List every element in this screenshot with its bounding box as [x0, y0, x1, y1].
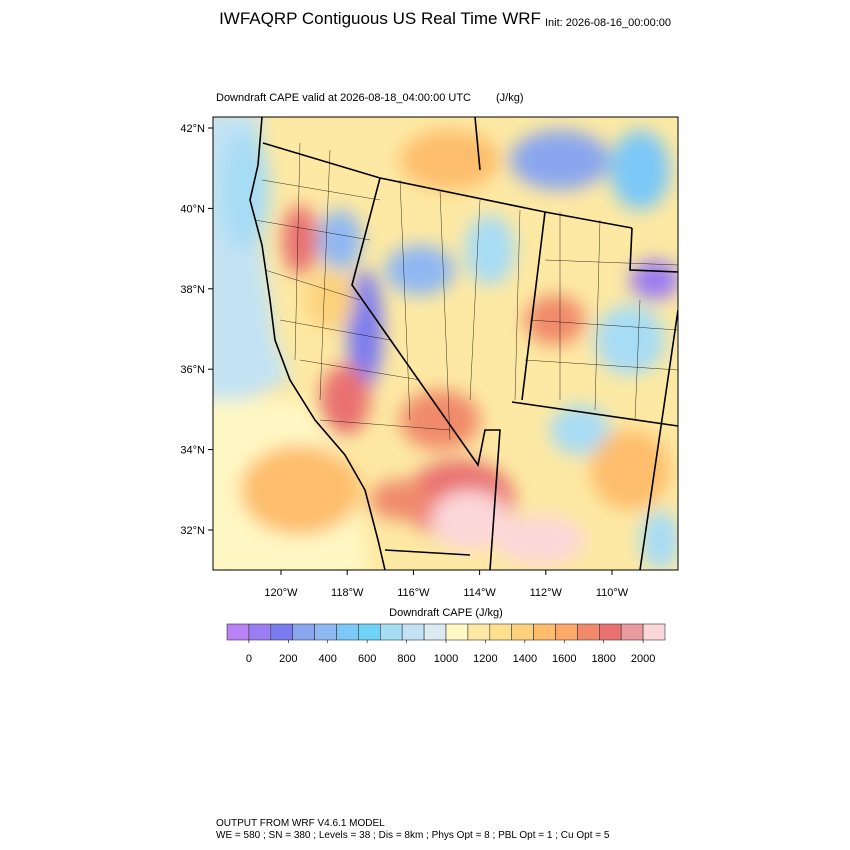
- colorbar-box: [533, 623, 556, 641]
- colorbar-box: [336, 623, 359, 641]
- boundaries: [249, 117, 678, 570]
- axes: 42°N 40°N 38°N 36°N 34°N 32°N 120°W 118°W 116°W 1…: [180, 123, 628, 599]
- colorbar-box: [489, 623, 512, 641]
- lon-tick-label: 120°W: [264, 587, 298, 599]
- map-frame: [212, 116, 679, 571]
- colorbar-tick-label: 400: [319, 653, 337, 665]
- colorbar-box: [467, 623, 491, 641]
- colorbar-tick-label: 1200: [473, 653, 497, 665]
- colorbar-tick-label: 2000: [631, 653, 655, 665]
- colorbar-box: [379, 623, 403, 641]
- colorbar-box: [314, 623, 337, 641]
- lon-tick-label: 118°W: [331, 587, 364, 599]
- map-field: [213, 117, 678, 570]
- colorbar-tick-label: 200: [279, 653, 297, 665]
- colorbar-box: [598, 623, 622, 641]
- title: IWFAQRP Contiguous US Real Time WRF: [219, 9, 541, 28]
- colorbar-box: [555, 623, 578, 641]
- lat-tick-label: 42°N: [180, 123, 205, 135]
- colorbar-box: [358, 623, 381, 641]
- lat-tick-label: 36°N: [180, 364, 205, 376]
- colorbar-tick-label: 800: [397, 653, 415, 665]
- lat-tick-label: 32°N: [180, 525, 205, 537]
- colorbar-box: [292, 623, 315, 641]
- colorbar-box: [270, 623, 293, 641]
- lon-tick-label: 110°W: [596, 587, 629, 599]
- footer-line: WE = 580 ; SN = 380 ; Levels = 38 ; Dis …: [216, 830, 610, 841]
- colorbar-tick-label: 1600: [552, 653, 576, 665]
- colorbar-box: [642, 623, 666, 641]
- lat-tick-label: 40°N: [180, 203, 205, 215]
- colorbar-box: [248, 623, 272, 641]
- colorbar-tick-label: 1800: [591, 653, 615, 665]
- subtitle: Downdraft CAPE valid at 2026-08-18_04:00…: [216, 92, 471, 104]
- footer-line: OUTPUT FROM WRF V4.6.1 MODEL: [216, 818, 385, 829]
- colorbar-tick-label: 600: [358, 653, 376, 665]
- colorbar-box: [511, 623, 534, 641]
- lat-tick-label: 38°N: [180, 284, 205, 296]
- county-lines: [254, 142, 678, 441]
- colorbar-box: [445, 623, 469, 641]
- colorbar-box: [226, 623, 250, 641]
- colorbar-box: [423, 623, 447, 641]
- colorbar-title: Downdraft CAPE (J/kg): [389, 607, 503, 619]
- units: (J/kg): [496, 92, 524, 104]
- colorbar: 0 200 400 600 800 1000 1200 1400 1600 1800 2000: [226, 623, 666, 665]
- colorbar-box: [620, 623, 644, 641]
- lon-tick-label: 116°W: [397, 587, 430, 599]
- colorbar-tick-label: 1000: [434, 653, 458, 665]
- colorbar-tick-label: 1400: [513, 653, 537, 665]
- colorbar-box: [577, 623, 600, 641]
- colorbar-tick-label: 0: [246, 653, 252, 665]
- init-time: Init: 2026-08-16_00:00:00: [545, 17, 671, 29]
- colorbar-box: [401, 623, 425, 641]
- lon-tick-label: 114°W: [463, 587, 496, 599]
- lat-tick-label: 34°N: [180, 445, 205, 457]
- lon-tick-label: 112°W: [530, 587, 563, 599]
